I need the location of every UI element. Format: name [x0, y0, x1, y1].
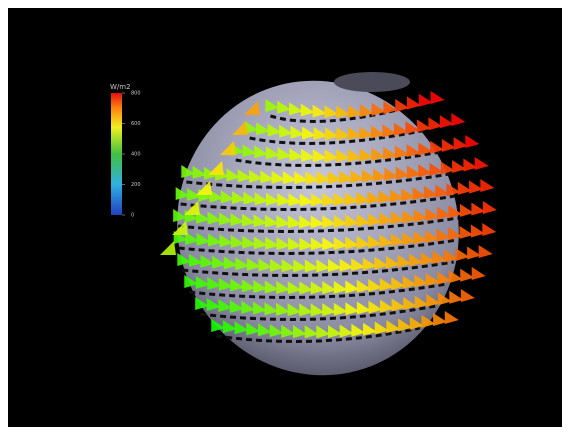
colorbar-tick-label: 800	[131, 91, 141, 97]
colorbar-tick-label: 200	[131, 182, 141, 188]
colorbar-gradient	[111, 93, 122, 215]
colorbar-title: W/m2	[110, 83, 131, 91]
viewport: W/m2 0 200 400 600 800	[0, 0, 570, 435]
shell-top	[334, 72, 410, 92]
page: W/m2 0200400600800 (() => { const data =…	[0, 0, 570, 435]
colorbar-tick-label: 400	[131, 152, 141, 158]
colorbar-tick-label: 600	[131, 121, 141, 127]
colorbar-tick-label: 0	[131, 213, 134, 219]
